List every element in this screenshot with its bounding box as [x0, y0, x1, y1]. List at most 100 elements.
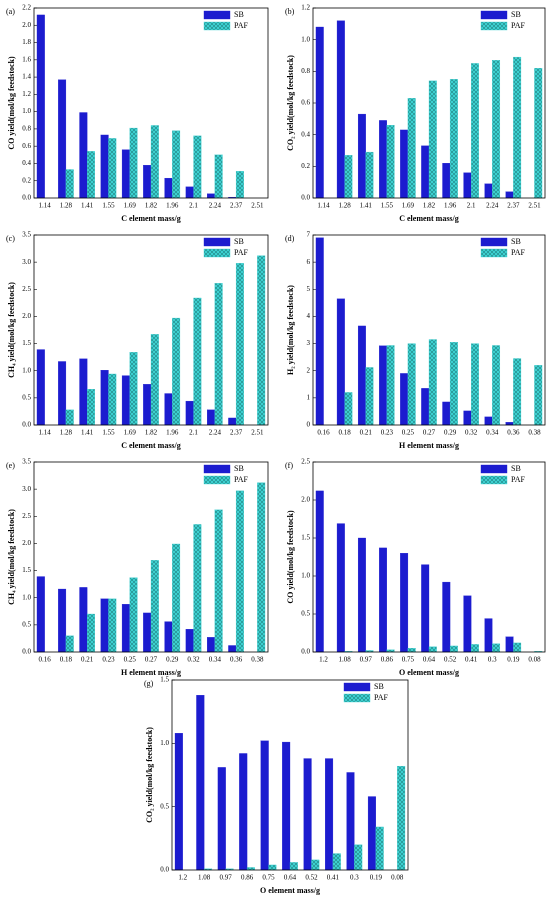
y-tick-label: 0.5	[22, 620, 31, 628]
bar	[257, 255, 266, 426]
bar	[505, 422, 514, 426]
bar	[379, 547, 387, 653]
x-tick-label: 2.37	[507, 202, 520, 210]
x-tick-label: 0.32	[187, 656, 200, 664]
x-tick-label: 0.21	[360, 429, 373, 437]
bar	[365, 151, 374, 199]
y-tick-label: 0.6	[22, 142, 31, 150]
y-tick-label: 2.0	[22, 21, 31, 29]
y-axis-title: CH₄ yield(mol/kg feedstock)	[7, 509, 16, 605]
bar	[193, 135, 202, 199]
bar	[268, 864, 277, 871]
x-tick-label: 0.36	[230, 656, 243, 664]
bar	[143, 384, 152, 426]
x-tick-label: 0.27	[145, 656, 158, 664]
x-tick-label: 0.52	[444, 656, 457, 664]
x-axis-title: O element mass/g	[260, 886, 320, 895]
bar	[463, 410, 472, 426]
legend-swatch	[203, 10, 231, 20]
x-tick-label: 0.25	[402, 429, 415, 437]
y-axis-title: CO yield(mol/kg feedstock)	[286, 510, 295, 604]
y-tick-label: 1.0	[301, 572, 310, 580]
bar	[172, 130, 181, 199]
bar	[407, 98, 416, 199]
bar	[484, 183, 493, 199]
legend-label: PAF	[511, 248, 525, 257]
x-tick-label: 0.3	[350, 874, 359, 882]
x-tick-label: 2.51	[251, 429, 264, 437]
y-tick-label: 2	[307, 366, 311, 374]
x-tick-label: 2.24	[486, 202, 499, 210]
bar	[505, 636, 514, 653]
x-tick-label: 0.19	[507, 656, 520, 664]
x-tick-label: 0.27	[423, 429, 436, 437]
bar	[100, 134, 109, 199]
bar	[129, 127, 138, 199]
bar	[513, 642, 522, 653]
bar	[289, 862, 298, 871]
bar	[185, 400, 194, 426]
x-tick-label: 0.23	[381, 429, 394, 437]
bar	[357, 537, 366, 653]
x-tick-label: 1.28	[339, 202, 352, 210]
bar	[108, 138, 117, 199]
bar	[325, 758, 334, 871]
bar	[386, 125, 395, 199]
bar	[65, 169, 74, 199]
x-tick-label: 0.38	[528, 429, 541, 437]
y-tick-label: 5	[307, 285, 311, 293]
panel-label: (b)	[285, 7, 295, 16]
y-tick-label: 0.5	[160, 802, 169, 810]
legend-label: SB	[374, 682, 384, 691]
x-tick-label: 1.14	[317, 202, 330, 210]
y-tick-label: 1.5	[22, 339, 31, 347]
x-tick-label: 1.82	[145, 202, 158, 210]
bar	[172, 317, 181, 426]
bar	[513, 358, 522, 426]
x-tick-label: 0.3	[488, 656, 497, 664]
y-tick-label: 0.0	[301, 648, 310, 656]
bar	[108, 598, 117, 653]
x-tick-label: 0.75	[262, 874, 275, 882]
panel-label: (g)	[144, 679, 154, 688]
y-tick-label: 2.0	[22, 539, 31, 547]
y-tick-label: 0.2	[301, 162, 310, 170]
bar	[79, 112, 88, 199]
bar	[354, 844, 363, 871]
legend-swatch	[203, 464, 231, 474]
x-axis-title: O element mass/g	[399, 668, 459, 677]
y-tick-label: 0.0	[301, 194, 310, 202]
y-tick-label: 2.5	[22, 512, 31, 520]
bar	[150, 334, 159, 426]
bar	[400, 373, 409, 426]
y-tick-label: 3.0	[22, 485, 31, 493]
y-tick-label: 1.6	[22, 55, 31, 63]
x-tick-label: 1.55	[381, 202, 394, 210]
y-tick-label: 2.5	[301, 458, 310, 466]
x-tick-label: 1.41	[81, 202, 94, 210]
y-tick-label: 0.8	[301, 67, 310, 75]
bar	[303, 758, 312, 871]
y-tick-label: 0.0	[22, 421, 31, 429]
legend-swatch	[480, 21, 508, 31]
legend-label: SB	[511, 464, 521, 473]
y-tick-label: 2.0	[22, 312, 31, 320]
bar	[58, 361, 67, 426]
x-tick-label: 2.37	[230, 429, 243, 437]
bar	[492, 60, 501, 199]
y-tick-label: 4	[307, 312, 311, 320]
x-tick-label: 0.18	[60, 656, 73, 664]
legend-swatch	[480, 475, 508, 485]
panel-label: (d)	[285, 234, 295, 243]
legend-label: PAF	[511, 21, 525, 30]
bar	[58, 588, 67, 653]
bar	[315, 237, 324, 426]
x-tick-label: 1.2	[319, 656, 328, 664]
bar	[397, 765, 406, 871]
bar	[150, 560, 159, 653]
x-tick-label: 0.16	[317, 429, 330, 437]
bar	[375, 826, 384, 871]
y-tick-label: 7	[307, 231, 311, 239]
x-tick-label: 0.32	[465, 429, 478, 437]
bar	[315, 26, 324, 199]
